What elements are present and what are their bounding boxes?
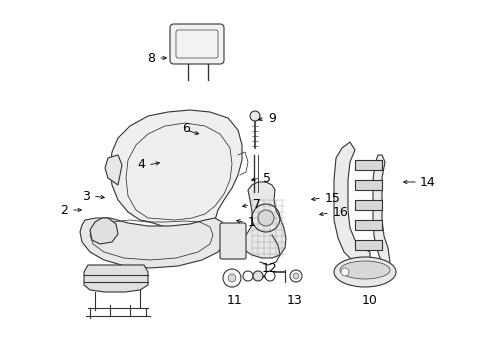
- Circle shape: [340, 268, 348, 276]
- Polygon shape: [354, 200, 381, 210]
- Text: 16: 16: [332, 207, 348, 220]
- Text: 15: 15: [325, 192, 340, 204]
- Ellipse shape: [339, 261, 389, 279]
- Circle shape: [243, 271, 252, 281]
- Polygon shape: [105, 155, 122, 185]
- Polygon shape: [354, 180, 381, 190]
- Polygon shape: [110, 110, 242, 232]
- Text: 1: 1: [247, 216, 255, 229]
- Text: 2: 2: [60, 203, 68, 216]
- Text: 8: 8: [147, 51, 155, 64]
- Text: 10: 10: [361, 293, 377, 306]
- Polygon shape: [354, 160, 381, 170]
- Circle shape: [264, 271, 274, 281]
- Polygon shape: [372, 155, 389, 265]
- Text: 6: 6: [182, 122, 190, 135]
- Text: 7: 7: [252, 198, 261, 211]
- Text: 13: 13: [286, 293, 302, 306]
- Text: 12: 12: [262, 261, 277, 274]
- Text: 3: 3: [82, 189, 90, 202]
- Text: 4: 4: [137, 158, 145, 171]
- Circle shape: [292, 273, 298, 279]
- Text: 9: 9: [267, 112, 275, 125]
- Polygon shape: [354, 220, 381, 230]
- Circle shape: [289, 270, 302, 282]
- Polygon shape: [240, 182, 285, 258]
- Polygon shape: [84, 265, 148, 292]
- Polygon shape: [90, 218, 118, 244]
- FancyBboxPatch shape: [220, 223, 245, 259]
- FancyBboxPatch shape: [170, 24, 224, 64]
- Circle shape: [252, 271, 263, 281]
- Circle shape: [223, 269, 241, 287]
- Polygon shape: [333, 142, 369, 262]
- Text: 5: 5: [263, 171, 270, 184]
- Polygon shape: [354, 240, 381, 250]
- Text: 14: 14: [419, 175, 435, 189]
- Ellipse shape: [333, 257, 395, 287]
- Polygon shape: [80, 218, 225, 268]
- Circle shape: [227, 274, 236, 282]
- Circle shape: [258, 210, 273, 226]
- Text: 11: 11: [226, 293, 243, 306]
- Circle shape: [249, 111, 260, 121]
